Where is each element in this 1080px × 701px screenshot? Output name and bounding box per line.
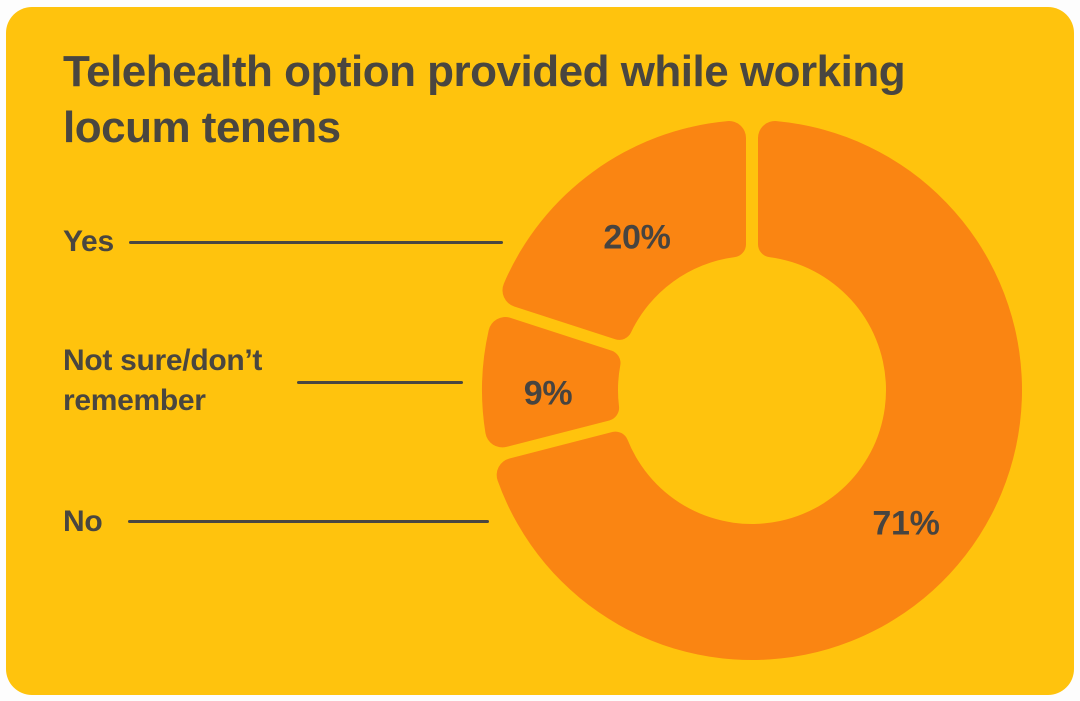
legend-label-not-sure: Not sure/don’t remember (63, 344, 263, 417)
segment-value-no: 71% (872, 504, 940, 543)
chart-title: Telehealth option provided while working… (63, 44, 1063, 156)
segment-value-not-sure: 9% (523, 374, 573, 413)
segment-value-yes: 20% (603, 218, 671, 257)
donut-segment-no (496, 121, 1023, 661)
leader-line-no (128, 520, 489, 523)
donut-segment-yes (502, 121, 746, 340)
leader-line-yes (129, 241, 503, 244)
legend-label-yes: Yes (63, 225, 114, 258)
leader-line-not-sure (297, 381, 463, 384)
legend-label-no: No (63, 505, 103, 538)
chart-title-line2: locum tenens (63, 103, 341, 152)
donut-segment-not-sure (481, 317, 621, 448)
chart-title-line1: Telehealth option provided while working (63, 47, 906, 96)
